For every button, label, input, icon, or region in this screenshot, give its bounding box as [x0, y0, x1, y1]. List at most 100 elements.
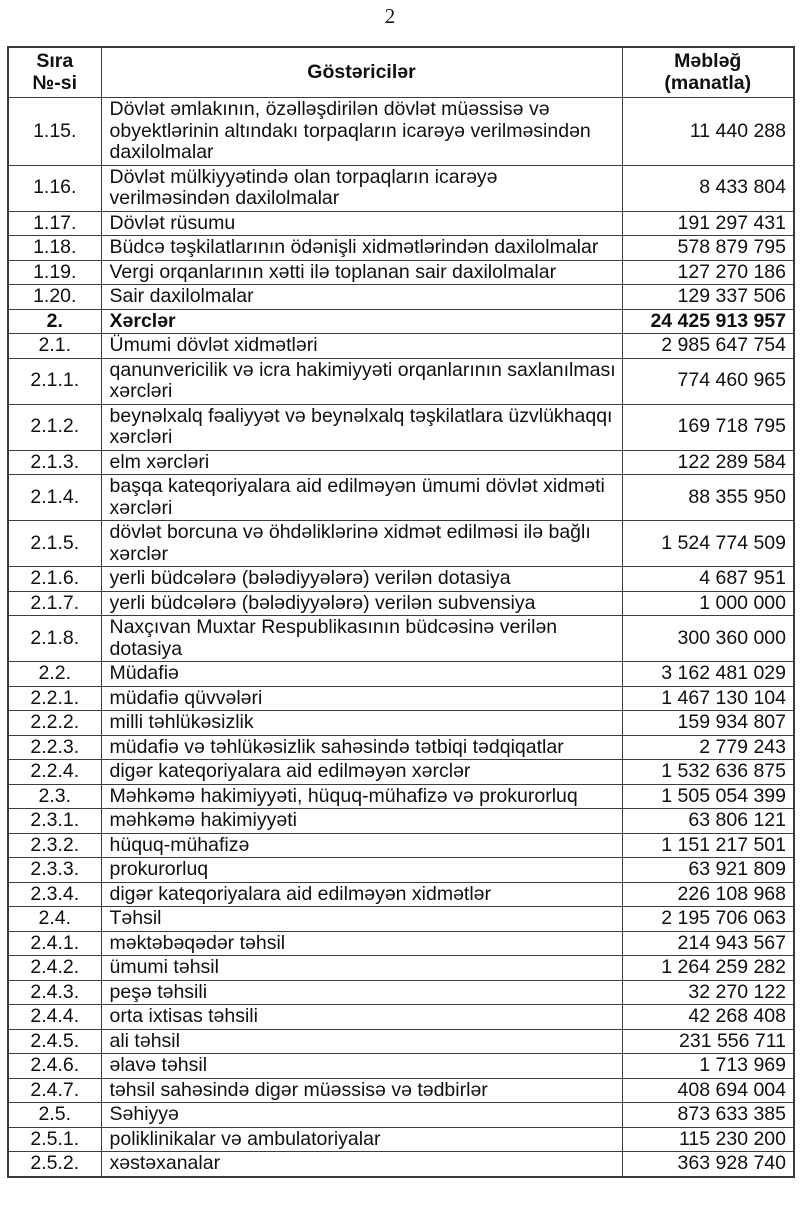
row-number-cell: 2.4.7. — [7, 1077, 102, 1103]
table-row: 2.1.7. yerli büdcələrə (bələdiyyələrə) ve… — [7, 590, 795, 616]
indicator-cell: elm xərcləri — [100, 449, 623, 475]
amount-cell: 115 230 200 — [621, 1126, 795, 1152]
amount-cell: 63 806 121 — [621, 808, 795, 834]
indicator-cell: yerli büdcələrə (bələdiyyələrə) verilən … — [100, 566, 623, 592]
indicator-cell: müdafiə və təhlükəsizlik sahəsində tətbi… — [100, 734, 623, 760]
table-row: 2.1.1. qanunvericilik və icra hakimiyyəti… — [7, 357, 795, 405]
indicator-cell: qanunvericilik və icra hakimiyyəti orqan… — [100, 357, 623, 405]
table-row: 2.3. Məhkəmə hakimiyyəti, hüquq-mühafizə … — [7, 783, 795, 809]
row-number-cell: 2.3.2. — [7, 832, 102, 858]
amount-cell: 231 556 711 — [621, 1028, 795, 1054]
indicator-cell: Dövlət əmlakının, özəlləşdirilən dövlət … — [100, 97, 623, 166]
amount-cell: 1 151 217 501 — [621, 832, 795, 858]
indicator-cell: Vergi orqanlarının xətti ilə toplanan sa… — [100, 259, 623, 285]
row-number-cell: 2.3. — [7, 783, 102, 809]
amount-cell: 1 524 774 509 — [621, 520, 795, 567]
amount-cell: 363 928 740 — [621, 1151, 795, 1177]
row-number-cell: 2.4.3. — [7, 979, 102, 1005]
table-row: 1.17. Dövlət rüsumu 191 297 431 — [7, 210, 795, 236]
indicator-cell: digər kateqoriyalara aid edilməyən xərcl… — [100, 759, 623, 785]
row-number-cell: 2.3.1. — [7, 808, 102, 834]
row-number-cell: 2. — [7, 308, 102, 334]
amount-cell: 88 355 950 — [621, 474, 795, 521]
indicator-cell: Ümumi dövlət xidmətləri — [100, 333, 623, 359]
table-row: 1.20. Sair daxilolmalar 129 337 506 — [7, 284, 795, 310]
indicator-cell: müdafiə qüvvələri — [100, 685, 623, 711]
table-row: 1.19. Vergi orqanlarının xətti ilə toplan… — [7, 259, 795, 285]
row-number-cell: 2.4. — [7, 906, 102, 932]
table-row: 2.4. Təhsil 2 195 706 063 — [7, 906, 795, 932]
indicator-cell: Səhiyyə — [100, 1102, 623, 1128]
amount-cell: 774 460 965 — [621, 357, 795, 405]
indicator-cell: poliklinikalar və ambulatoriyalar — [100, 1126, 623, 1152]
row-number-cell: 2.1. — [7, 333, 102, 359]
table-row: 2.4.5. ali təhsil 231 556 711 — [7, 1028, 795, 1054]
row-number-cell: 2.5.2. — [7, 1151, 102, 1177]
indicator-cell: digər kateqoriyalara aid edilməyən xidmə… — [100, 881, 623, 907]
indicator-cell: orta ixtisas təhsili — [100, 1004, 623, 1030]
row-number-cell: 2.5. — [7, 1102, 102, 1128]
indicator-cell: təhsil sahəsində digər müəssisə və tədbi… — [100, 1077, 623, 1103]
amount-cell: 42 268 408 — [621, 1004, 795, 1030]
table-row: 1.16. Dövlət mülkiyyətində olan torpaqlar… — [7, 164, 795, 212]
indicator-cell: hüquq-mühafizə — [100, 832, 623, 858]
amount-cell: 122 289 584 — [621, 449, 795, 475]
indicator-cell: Müdafiə — [100, 661, 623, 687]
row-number-cell: 2.5.1. — [7, 1126, 102, 1152]
header-row-number: Sıra №-si — [7, 46, 102, 98]
amount-cell: 3 162 481 029 — [621, 661, 795, 687]
amount-cell: 408 694 004 — [621, 1077, 795, 1103]
header-indicators: Göstəricilər — [100, 46, 623, 98]
row-number-cell: 2.1.8. — [7, 615, 102, 662]
indicator-cell: Naxçıvan Muxtar Respublikasının büdcəsin… — [100, 615, 623, 662]
table-header: Sıra №-si Göstəricilər Məbləğ (manatla) — [7, 46, 795, 98]
table-row: 2.5.1. poliklinikalar və ambulatoriyalar 1… — [7, 1126, 795, 1152]
table-row: 2.2.1. müdafiə qüvvələri 1 467 130 104 — [7, 685, 795, 711]
amount-cell: 578 879 795 — [621, 235, 795, 261]
indicator-cell: Xərclər — [100, 308, 623, 334]
table-row: 2.3.1. məhkəmə hakimiyyəti 63 806 121 — [7, 808, 795, 834]
table-row: 2.3.4. digər kateqoriyalara aid edilməyən… — [7, 881, 795, 907]
table-row: 2.5. Səhiyyə 873 633 385 — [7, 1102, 795, 1128]
table-row: 2. Xərclər 24 425 913 957 — [7, 308, 795, 334]
indicator-cell: əlavə təhsil — [100, 1053, 623, 1079]
row-number-cell: 2.1.5. — [7, 520, 102, 567]
amount-cell: 1 713 969 — [621, 1053, 795, 1079]
amount-cell: 1 467 130 104 — [621, 685, 795, 711]
row-number-cell: 2.1.4. — [7, 474, 102, 521]
indicator-cell: dövlət borcuna və öhdəliklərinə xidmət e… — [100, 520, 623, 567]
row-number-cell: 2.2.3. — [7, 734, 102, 760]
table-row: 2.2.2. milli təhlükəsizlik 159 934 807 — [7, 710, 795, 736]
table-row: 1.15. Dövlət əmlakının, özəlləşdirilən dö… — [7, 97, 795, 166]
indicator-cell: peşə təhsili — [100, 979, 623, 1005]
amount-cell: 873 633 385 — [621, 1102, 795, 1128]
table-row: 2.5.2. xəstəxanalar 363 928 740 — [7, 1151, 795, 1177]
table-row: 2.2. Müdafiə 3 162 481 029 — [7, 661, 795, 687]
amount-cell: 2 985 647 754 — [621, 333, 795, 359]
indicator-cell: məktəbəqədər təhsil — [100, 930, 623, 956]
indicator-cell: prokurorluq — [100, 857, 623, 883]
indicator-cell: beynəlxalq fəaliyyət və beynəlxalq təşki… — [100, 403, 623, 451]
amount-cell: 159 934 807 — [621, 710, 795, 736]
table-row: 2.3.3. prokurorluq 63 921 809 — [7, 857, 795, 883]
table-row: 2.1.3. elm xərcləri 122 289 584 — [7, 449, 795, 475]
table-row: 1.18. Büdcə təşkilatlarının ödənişli xidm… — [7, 235, 795, 261]
amount-cell: 1 264 259 282 — [621, 955, 795, 981]
row-number-cell: 2.3.3. — [7, 857, 102, 883]
amount-cell: 2 195 706 063 — [621, 906, 795, 932]
row-number-cell: 2.4.6. — [7, 1053, 102, 1079]
indicator-cell: Dövlət rüsumu — [100, 210, 623, 236]
indicator-cell: xəstəxanalar — [100, 1151, 623, 1177]
row-number-cell: 2.2. — [7, 661, 102, 687]
row-number-cell: 1.19. — [7, 259, 102, 285]
table-row: 2.1.4. başqa kateqoriyalara aid edilməyən… — [7, 474, 795, 521]
table-row: 2.1. Ümumi dövlət xidmətləri 2 985 647 754 — [7, 333, 795, 359]
row-number-cell: 2.3.4. — [7, 881, 102, 907]
row-number-cell: 2.1.6. — [7, 566, 102, 592]
row-number-cell: 2.2.1. — [7, 685, 102, 711]
amount-cell: 300 360 000 — [621, 615, 795, 662]
row-number-cell: 2.1.3. — [7, 449, 102, 475]
indicator-cell: yerli büdcələrə (bələdiyyələrə) verilən … — [100, 590, 623, 616]
row-number-cell: 2.4.4. — [7, 1004, 102, 1030]
